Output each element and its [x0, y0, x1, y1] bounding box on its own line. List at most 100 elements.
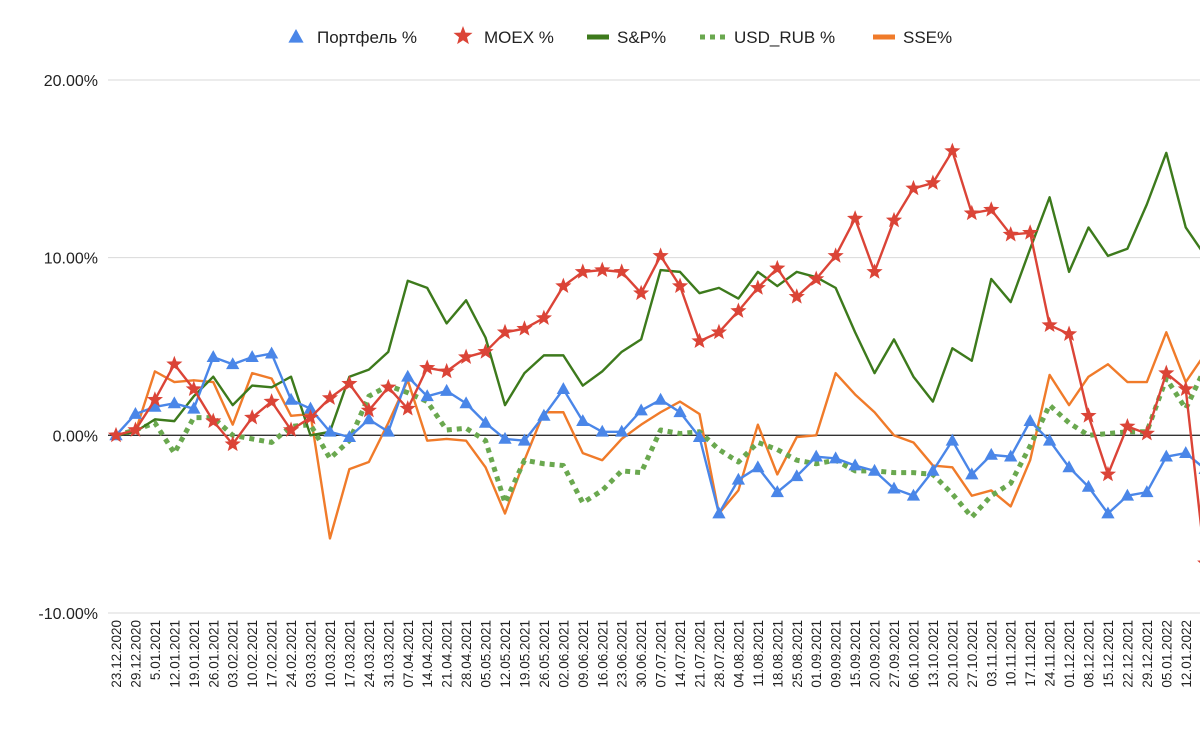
data-point [905, 179, 922, 196]
data-point [769, 259, 786, 276]
data-point [1120, 488, 1135, 501]
data-point [692, 430, 707, 443]
data-point [478, 415, 493, 428]
series-line [115, 372, 1200, 520]
data-point [710, 323, 728, 340]
x-tick-label: 14.07.2021 [673, 620, 688, 688]
data-point [1177, 380, 1194, 397]
x-tick-label: 01.12.2021 [1062, 620, 1077, 688]
data-point [1159, 449, 1173, 462]
data-point [770, 485, 784, 498]
data-point [420, 389, 434, 402]
legend-item: MOEX % [453, 26, 554, 47]
x-tick-label: 19.01.2021 [187, 620, 202, 688]
x-tick-label: 15.12.2021 [1101, 620, 1116, 688]
legend-item: Портфель % [288, 28, 417, 47]
data-point [440, 383, 454, 396]
legend: Портфель % MOEX % S&P% USD_RUB % SSE% [288, 26, 952, 47]
data-point [1080, 407, 1097, 423]
x-tick-label: 20.01.2022 [1198, 620, 1200, 688]
x-tick-label: 12.01.2021 [167, 620, 182, 688]
data-point [263, 393, 280, 409]
series-line [115, 149, 1200, 528]
legend-triangle-icon [288, 29, 304, 43]
data-point [302, 409, 319, 425]
data-point [381, 424, 395, 437]
data-point [1042, 433, 1057, 446]
x-tick-label: 27.10.2021 [965, 620, 980, 688]
data-point [749, 279, 766, 295]
x-tick-label: 30.06.2021 [634, 620, 649, 688]
x-tick-label: 09.09.2021 [829, 620, 844, 688]
x-tick-label: 06.10.2021 [906, 620, 921, 688]
data-point [321, 389, 339, 405]
data-point [537, 408, 551, 421]
data-point [399, 400, 416, 416]
data-point [634, 403, 648, 416]
data-point [751, 460, 765, 473]
data-point [1041, 316, 1058, 333]
data-point [653, 392, 668, 405]
data-point [187, 401, 201, 414]
data-point [401, 369, 415, 382]
x-tick-label: 24.11.2021 [1043, 620, 1058, 687]
data-point [613, 263, 630, 279]
x-tick-label: 24.03.2021 [362, 620, 377, 688]
data-point [323, 424, 337, 437]
x-tick-label: 21.04.2021 [440, 620, 455, 688]
y-tick-label: -10.00% [38, 606, 98, 623]
x-tick-label: 13.10.2021 [926, 620, 941, 688]
x-tick-label: 23.06.2021 [615, 620, 630, 688]
data-point [867, 463, 882, 476]
legend-star-icon [453, 26, 473, 45]
x-axis: 23.12.2020 29.12.2020 5.01.2021 12.01.2021 1… [109, 620, 1200, 688]
data-point [1022, 224, 1039, 240]
data-point [1062, 460, 1076, 473]
x-tick-label: 26.05.2021 [537, 620, 552, 688]
data-point [1004, 449, 1018, 462]
data-point [1138, 425, 1155, 441]
data-point [595, 424, 609, 437]
data-point [673, 405, 687, 418]
legend-label: S&P% [617, 28, 666, 47]
data-point [244, 409, 261, 425]
y-tick-label: 0.00% [53, 428, 98, 445]
series-moex--group [107, 142, 1200, 563]
data-point [924, 174, 941, 190]
data-point [498, 431, 512, 444]
x-tick-label: 17.02.2021 [265, 620, 280, 688]
x-tick-label: 05.05.2021 [479, 620, 494, 688]
data-point [264, 346, 279, 359]
data-point [303, 401, 318, 414]
x-tick-label: 03.02.2021 [226, 620, 241, 688]
data-point [963, 204, 980, 221]
legend-item: USD_RUB % [700, 28, 835, 47]
data-point [380, 378, 397, 395]
data-point [1119, 417, 1136, 434]
data-point [459, 396, 473, 409]
data-point [691, 332, 708, 349]
data-point [107, 426, 125, 443]
data-point [1023, 414, 1037, 427]
x-tick-label: 08.12.2021 [1082, 620, 1097, 688]
x-tick-label: 29.12.2021 [1140, 620, 1155, 688]
data-point [848, 458, 862, 471]
x-tick-label: 07.07.2021 [654, 620, 669, 688]
legend-label: USD_RUB % [734, 28, 835, 47]
data-point [555, 277, 572, 293]
data-point [205, 412, 222, 428]
data-point [1140, 485, 1154, 498]
x-tick-label: 28.07.2021 [712, 620, 727, 688]
x-tick-label: 26.01.2021 [206, 620, 221, 688]
data-point [788, 288, 805, 304]
data-point [731, 472, 746, 485]
data-point [809, 449, 823, 462]
data-point [1002, 226, 1019, 242]
data-point [885, 211, 903, 228]
data-point [341, 375, 358, 391]
x-tick-label: 31.03.2021 [381, 620, 396, 688]
data-point [245, 350, 259, 363]
x-tick-label: 25.08.2021 [790, 620, 805, 688]
x-tick-label: 29.12.2020 [128, 620, 143, 688]
